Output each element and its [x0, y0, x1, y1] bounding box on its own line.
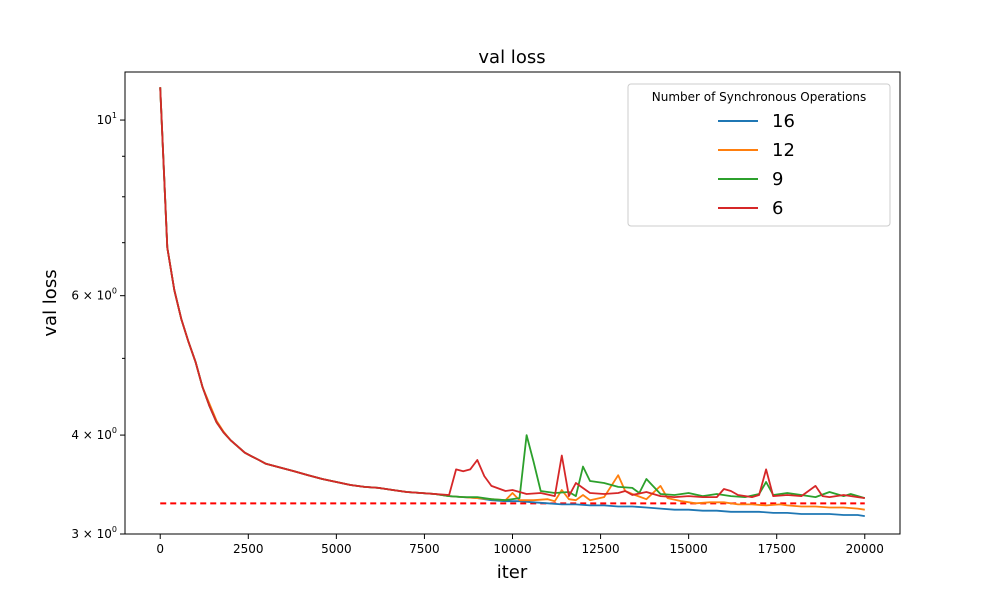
x-tick-label-0: 0 [156, 542, 164, 556]
legend-box [627, 83, 891, 227]
legend-label-6: 6 [772, 198, 783, 219]
series-line-6 [159, 87, 865, 499]
y-tick-label-3: 3 × 100 [71, 525, 117, 541]
x-tick-label-5000: 5000 [321, 542, 352, 556]
x-tick-label-10000: 10000 [493, 542, 531, 556]
x-tick-label-7500: 7500 [409, 542, 440, 556]
chart-title: val loss [478, 47, 545, 68]
x-tick-label-20000: 20000 [846, 542, 884, 556]
legend-label-12: 12 [772, 140, 795, 161]
legend: Number of Synchronous Operations 16 12 9 6 [627, 83, 891, 227]
x-tick-label-12500: 12500 [581, 542, 619, 556]
x-axis-label: iter [497, 562, 528, 583]
y-tick-label-6: 6 × 100 [71, 287, 117, 303]
legend-title: Number of Synchronous Operations [652, 90, 867, 104]
x-tick-label-15000: 15000 [670, 542, 708, 556]
x-tick-label-17500: 17500 [758, 542, 796, 556]
legend-label-16: 16 [772, 111, 795, 132]
plot-area: 0 2500 5000 7500 10000 12500 15000 17500 20000 3 … [71, 71, 901, 556]
x-tick-label-2500: 2500 [233, 542, 264, 556]
y-axis-label: val loss [40, 269, 61, 336]
y-tick-label-4: 4 × 100 [71, 426, 117, 442]
legend-label-9: 9 [772, 169, 783, 190]
